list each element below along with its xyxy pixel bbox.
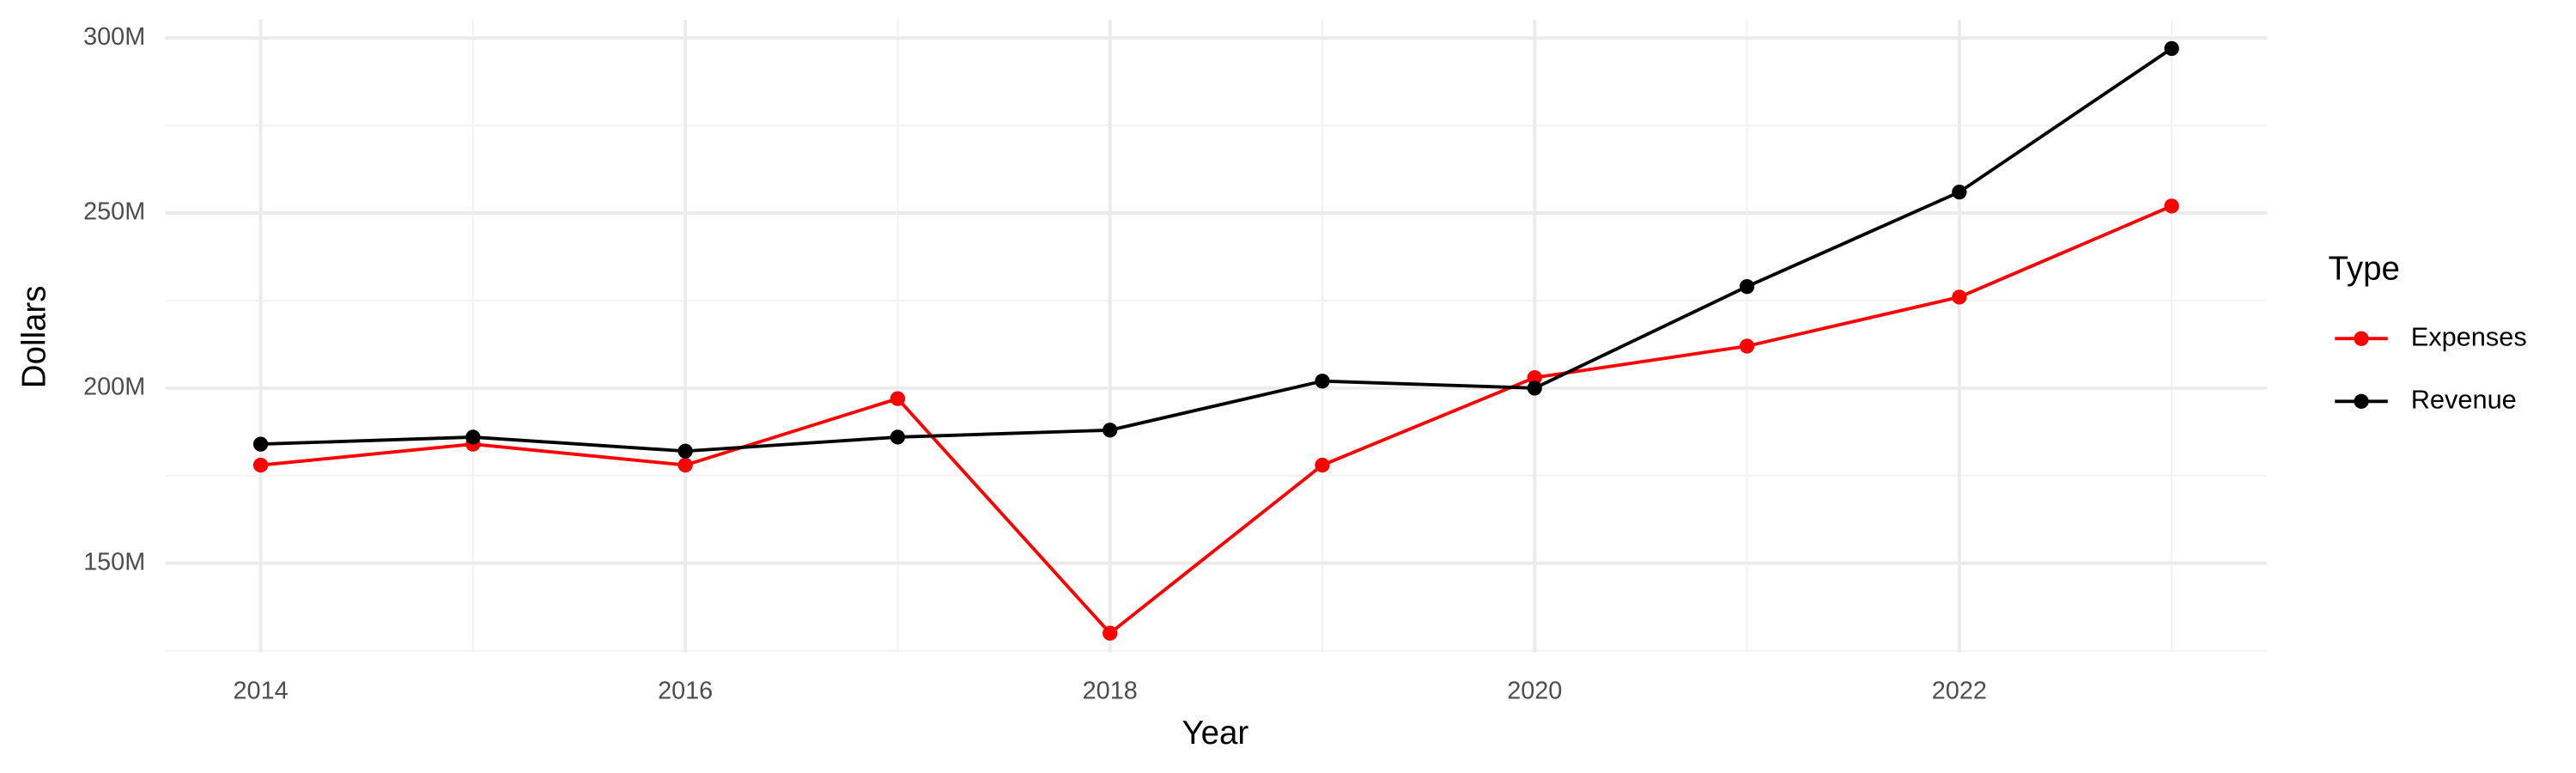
data-point bbox=[1527, 380, 1542, 396]
data-point bbox=[1952, 184, 1967, 200]
y-axis-title: Dollars bbox=[15, 285, 52, 388]
x-axis-title: Year bbox=[1182, 715, 1249, 752]
data-point bbox=[1103, 625, 1118, 641]
data-point bbox=[1315, 457, 1330, 473]
legend-label: Expenses bbox=[2411, 321, 2527, 351]
x-tick-label: 2018 bbox=[1083, 677, 1138, 704]
data-point bbox=[1739, 338, 1755, 354]
data-point bbox=[465, 429, 481, 445]
x-tick-label: 2016 bbox=[658, 677, 713, 704]
y-tick-label: 150M bbox=[83, 548, 145, 575]
data-point bbox=[252, 436, 269, 452]
legend-key-point bbox=[2354, 393, 2369, 409]
y-tick-label: 250M bbox=[83, 198, 145, 226]
series-line bbox=[260, 204, 2172, 636]
data-point bbox=[1103, 423, 1118, 438]
data-point bbox=[1315, 374, 1330, 389]
legend-key-point bbox=[2354, 331, 2369, 346]
x-tick-label: 2020 bbox=[1507, 677, 1562, 704]
data-point bbox=[677, 443, 693, 459]
x-tick-label: 2022 bbox=[1932, 677, 1987, 704]
x-tick-label: 2014 bbox=[234, 677, 289, 704]
data-point bbox=[1739, 279, 1755, 295]
data-point bbox=[1527, 369, 1542, 386]
data-point bbox=[890, 391, 906, 406]
y-tick-label: 200M bbox=[83, 374, 145, 401]
data-point bbox=[2164, 198, 2179, 214]
data-point bbox=[677, 457, 693, 473]
y-tick-label: 300M bbox=[83, 23, 145, 51]
series-line bbox=[260, 46, 2173, 453]
data-point bbox=[1952, 289, 1967, 305]
legend-label: Revenue bbox=[2411, 384, 2517, 414]
legend-title: Type bbox=[2329, 251, 2400, 288]
data-point bbox=[2164, 40, 2179, 57]
data-point bbox=[252, 457, 269, 473]
data-point bbox=[890, 429, 906, 445]
